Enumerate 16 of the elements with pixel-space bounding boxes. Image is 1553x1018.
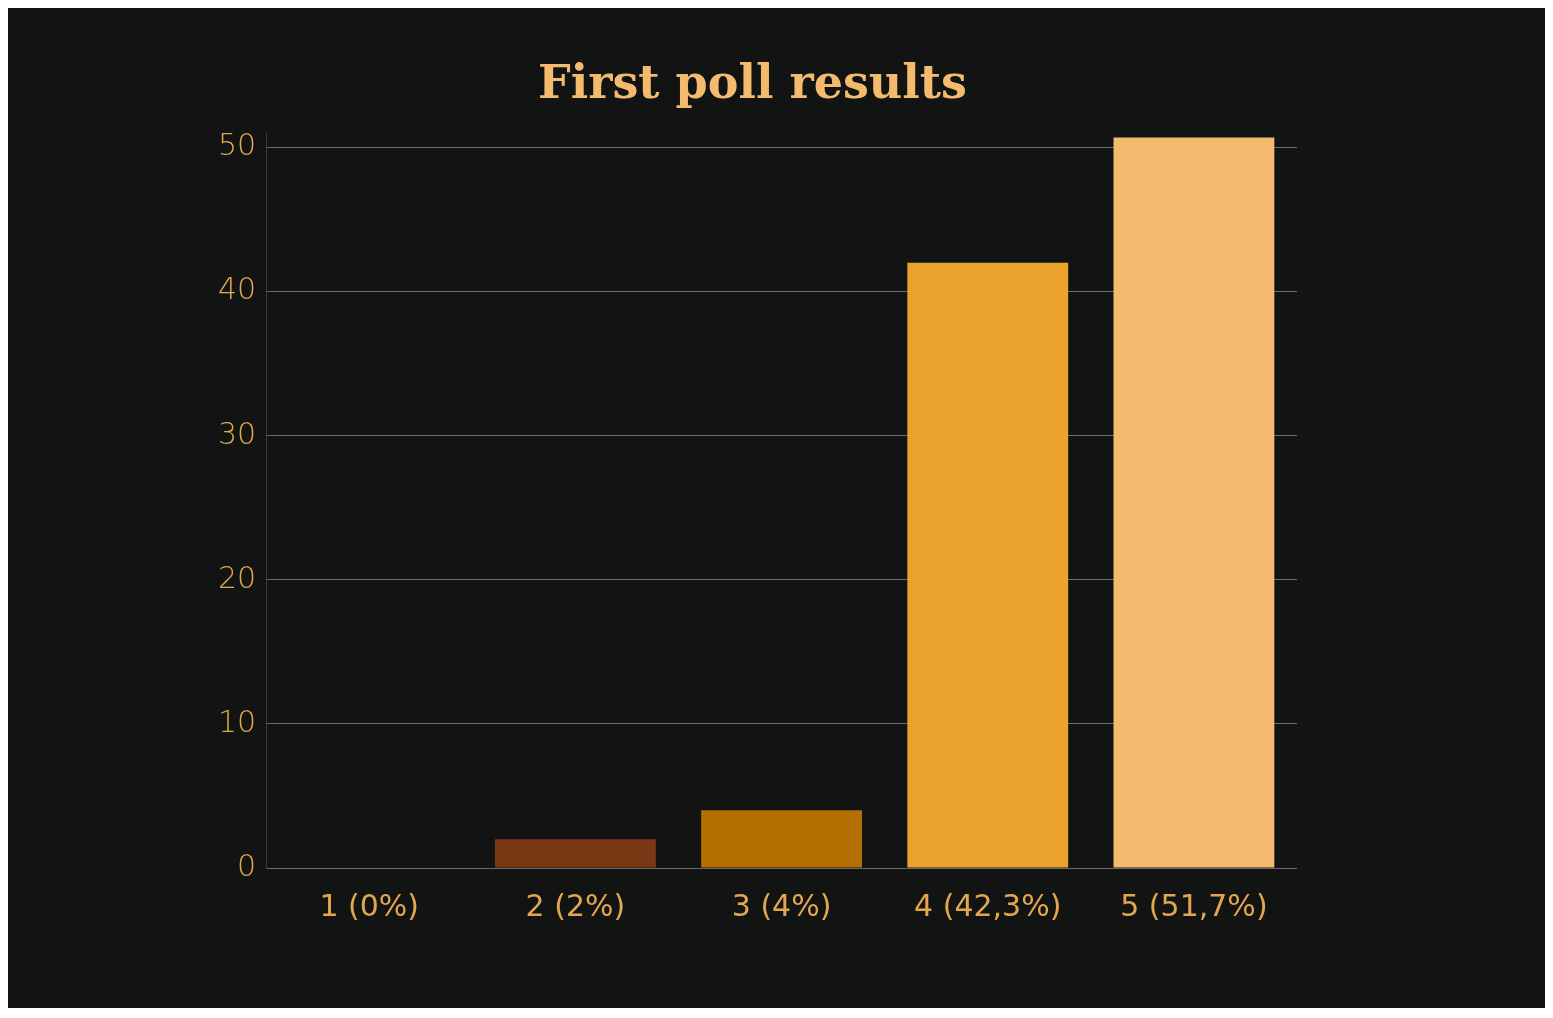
- bar: [907, 262, 1069, 868]
- y-tick-label: 30: [217, 415, 257, 451]
- bar: [701, 810, 862, 868]
- chart-title: First poll results: [538, 54, 967, 109]
- y-tick-label: 20: [217, 559, 257, 595]
- y-tick-label: 0: [237, 847, 257, 883]
- x-tick-label: 1 (0%): [319, 887, 420, 923]
- x-tick-label: 5 (51,7%): [1120, 887, 1268, 923]
- y-tick-label: 40: [217, 271, 257, 307]
- bar: [1113, 137, 1275, 868]
- x-tick-label: 3 (4%): [731, 887, 832, 923]
- y-tick-label: 10: [217, 703, 257, 739]
- x-tick-label: 2 (2%): [525, 887, 626, 923]
- x-tick-label: 4 (42,3%): [914, 887, 1062, 923]
- y-tick-label: 50: [217, 127, 257, 163]
- bar: [495, 839, 656, 868]
